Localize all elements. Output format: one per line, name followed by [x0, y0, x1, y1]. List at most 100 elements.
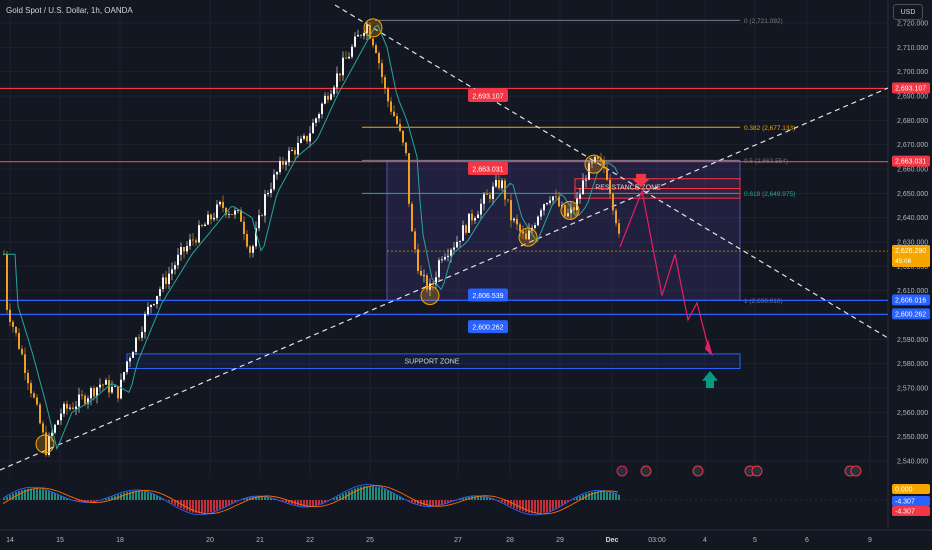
- oscillator-bar: [510, 500, 512, 507]
- chart-price-tag: [468, 288, 508, 302]
- candle-body: [258, 215, 260, 229]
- candle-body: [549, 200, 551, 203]
- oscillator-bar: [261, 496, 263, 500]
- candle-body: [579, 194, 581, 199]
- oscillator-bar: [78, 500, 80, 502]
- candle-body: [495, 180, 497, 187]
- oscillator-bar: [126, 492, 128, 500]
- oscillator-bar: [18, 491, 20, 500]
- oscillator-bar: [546, 500, 548, 512]
- oscillator-bar: [135, 490, 137, 500]
- oscillator-bar: [57, 494, 59, 500]
- candle-body: [273, 174, 275, 190]
- oscillator-bar: [489, 497, 491, 500]
- candle-body: [210, 214, 212, 220]
- oscillator-bar: [204, 500, 206, 514]
- oscillator-bar: [576, 497, 578, 500]
- candle-body: [471, 213, 473, 221]
- candle-body: [600, 158, 602, 161]
- oscillator-bar: [3, 498, 5, 500]
- oscillator-bar: [558, 500, 560, 508]
- candle-body: [375, 45, 377, 53]
- candle-body: [357, 34, 359, 37]
- oscillator-bar: [228, 500, 230, 506]
- oscillator-bar: [507, 500, 509, 506]
- chart-price-tag-label: 2,693.107: [472, 94, 503, 101]
- oscillator-bar: [441, 500, 443, 505]
- candle-body: [534, 225, 536, 228]
- candle-body: [525, 233, 527, 240]
- oscillator-bar: [603, 491, 605, 500]
- oscillator-bar: [243, 498, 245, 500]
- candle-body: [282, 161, 284, 165]
- candle-body: [342, 57, 344, 76]
- oscillator-bar: [219, 500, 221, 510]
- oscillator-bar: [564, 500, 566, 504]
- oscillator-bar: [588, 492, 590, 500]
- candle-body: [582, 180, 584, 195]
- candle-body: [300, 138, 302, 143]
- oscillator-bar: [444, 500, 446, 504]
- chart-price-tag-label: 2,600.262: [472, 325, 503, 332]
- price-tick-label: 2,620.000: [897, 264, 928, 271]
- pivot-circle: [560, 200, 580, 220]
- oscillator-bar: [246, 498, 248, 500]
- candle-body: [276, 172, 278, 175]
- oscillator-bar: [525, 500, 527, 513]
- price-tick-label: 2,710.000: [897, 45, 928, 52]
- candle-body: [12, 321, 14, 327]
- moving-average: [3, 24, 619, 451]
- oscillator-bar: [579, 496, 581, 500]
- oscillator-bar: [396, 495, 398, 500]
- oscillator-bar: [186, 500, 188, 511]
- oscillator-bar: [318, 500, 320, 505]
- candle-body: [18, 332, 20, 349]
- candle-body: [192, 239, 194, 241]
- oscillator-bar: [537, 500, 539, 514]
- currency-button[interactable]: USD: [893, 4, 923, 20]
- time-tick-label: 29: [556, 537, 564, 544]
- candle-body: [351, 46, 353, 57]
- price-tick-label: 2,610.000: [897, 288, 928, 295]
- candle-body: [21, 348, 23, 355]
- candle-body: [372, 38, 374, 46]
- candle-body: [138, 337, 140, 339]
- candle-body: [51, 432, 53, 436]
- candle-body: [603, 160, 605, 168]
- oscillator-bar: [297, 500, 299, 506]
- candle-body: [558, 196, 560, 207]
- oscillator-bar: [459, 499, 461, 500]
- candle-body: [522, 231, 524, 234]
- time-tick-label: 5: [753, 537, 757, 544]
- candle-body: [267, 192, 269, 195]
- candle-body: [264, 194, 266, 216]
- price-axis-badge: [892, 245, 930, 268]
- oscillator-bar: [192, 500, 194, 513]
- candle-body: [405, 142, 407, 154]
- candle-body: [423, 275, 425, 277]
- oscillator-badge: [892, 484, 930, 494]
- candle-body: [618, 223, 620, 234]
- us-flag-event-icon: [692, 465, 704, 477]
- candle-body: [57, 420, 59, 425]
- oscillator-bar: [432, 500, 434, 506]
- oscillator-bar: [63, 496, 65, 500]
- oscillator-bar: [141, 491, 143, 500]
- oscillator-bar: [414, 500, 416, 504]
- candle-body: [585, 179, 587, 181]
- oscillator-badge-label: -4.307: [895, 509, 915, 516]
- oscillator-bar: [534, 500, 536, 514]
- oscillator-bar: [354, 488, 356, 500]
- candle-body: [33, 393, 35, 398]
- oscillator-bar: [429, 500, 431, 506]
- candle-body: [237, 209, 239, 211]
- oscillator-bar: [399, 496, 401, 500]
- oscillator-bar: [231, 500, 233, 504]
- oscillator-bar: [378, 487, 380, 500]
- candle-body: [294, 150, 296, 155]
- oscillator-bar: [408, 500, 410, 501]
- oscillator-bar: [216, 500, 218, 511]
- candle-body: [219, 201, 221, 205]
